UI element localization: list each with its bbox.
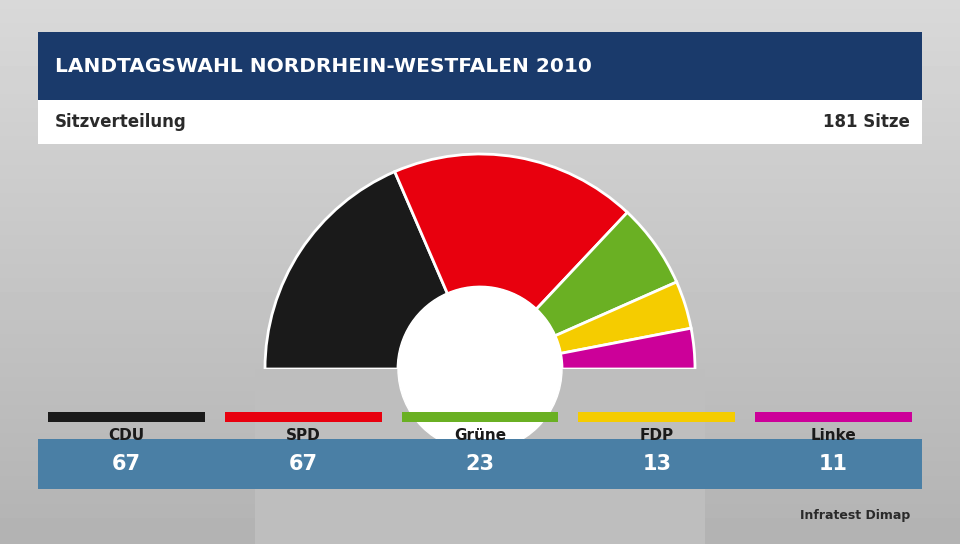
Text: CDU: CDU [108, 429, 144, 443]
Text: Linke: Linke [811, 429, 856, 443]
Bar [48, 412, 204, 422]
Text: LANDTAGSWAHL NORDRHEIN-WESTFALEN 2010: LANDTAGSWAHL NORDRHEIN-WESTFALEN 2010 [55, 57, 592, 76]
Text: Grüne: Grüne [454, 429, 506, 443]
Wedge shape [395, 154, 627, 310]
Bar [578, 412, 735, 422]
Text: FDP: FDP [639, 429, 674, 443]
Text: Sitzverteilung: Sitzverteilung [55, 113, 187, 131]
Bar [401, 412, 559, 422]
Bar [756, 412, 912, 422]
Wedge shape [265, 172, 447, 369]
Circle shape [398, 287, 562, 451]
Bar [38, 439, 922, 489]
Wedge shape [555, 282, 691, 354]
Text: 23: 23 [466, 454, 494, 474]
Bar [255, 369, 705, 544]
Bar [38, 32, 922, 100]
Text: 13: 13 [642, 454, 671, 474]
Bar [38, 100, 922, 144]
Text: SPD: SPD [286, 429, 321, 443]
Text: 67: 67 [289, 454, 318, 474]
Bar [260, 369, 700, 544]
Circle shape [398, 287, 562, 451]
Text: 181 Sitze: 181 Sitze [823, 113, 910, 131]
Text: 67: 67 [112, 454, 141, 474]
Text: Infratest Dimap: Infratest Dimap [800, 510, 910, 522]
Wedge shape [537, 212, 677, 336]
Text: 11: 11 [819, 454, 848, 474]
Bar [225, 412, 382, 422]
Wedge shape [561, 328, 695, 369]
